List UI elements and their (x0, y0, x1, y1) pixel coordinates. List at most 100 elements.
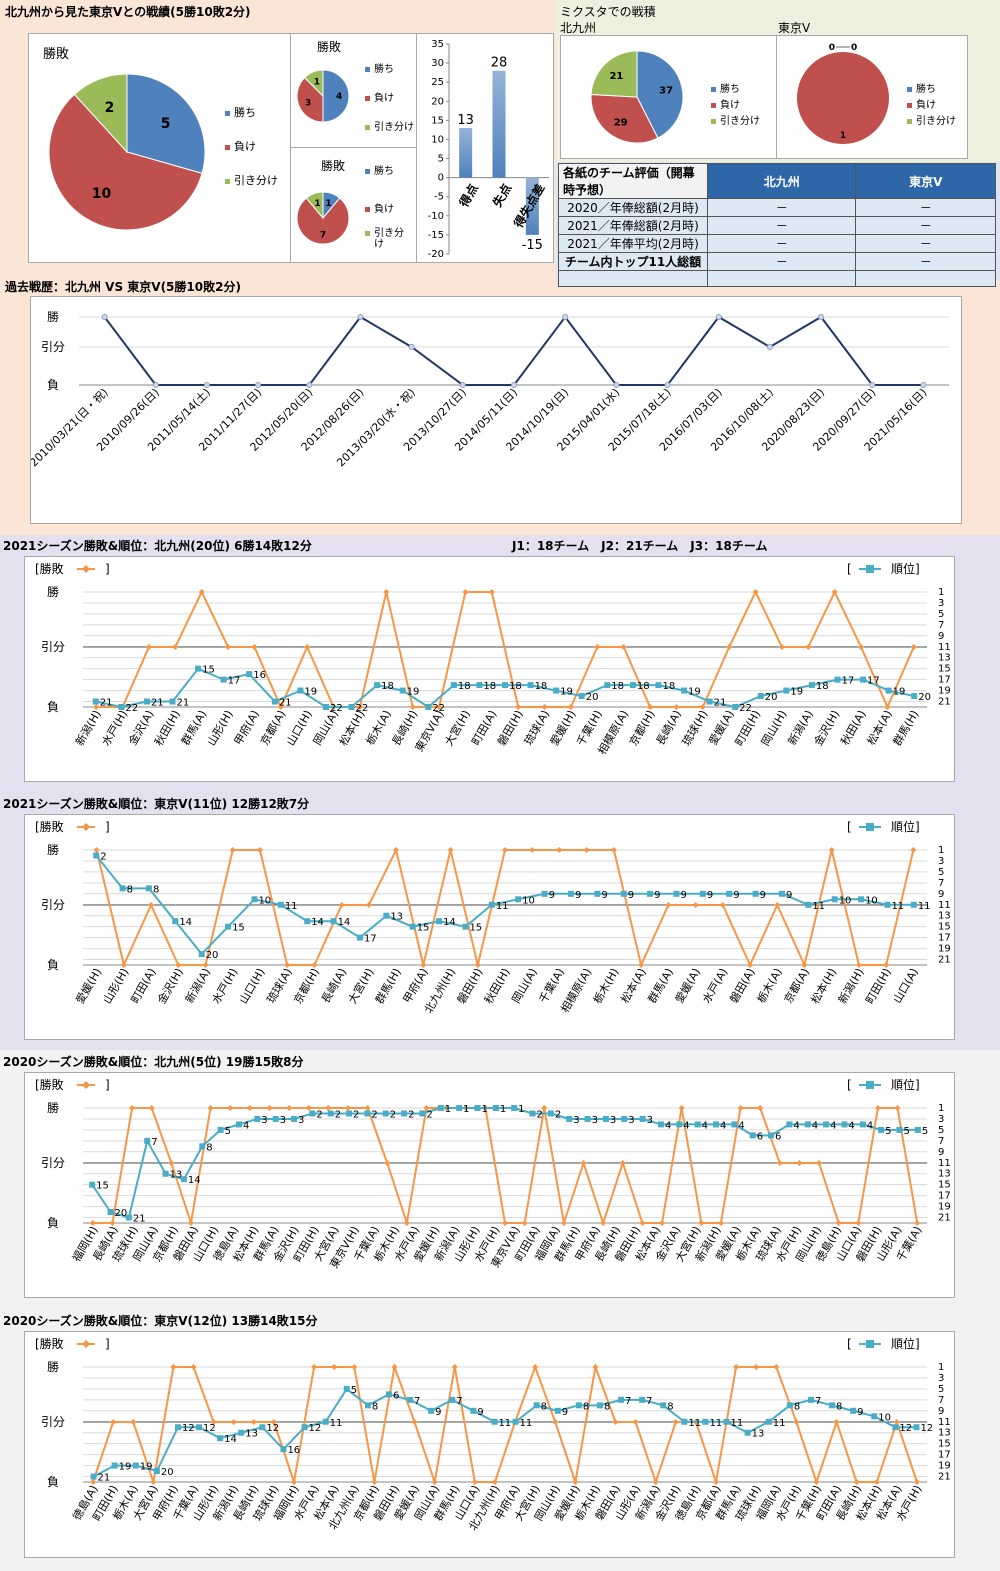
mix1-legend-loss: 負け (711, 96, 740, 111)
legend-result-marker (82, 565, 90, 573)
rank-value-label: 10 (522, 895, 535, 906)
rank-tick-label: 3 (938, 1114, 944, 1125)
rank-point (515, 896, 522, 903)
bar (459, 128, 473, 178)
season-panel-2: 勝引分負 1 3 5 7 9 11 13 15 17 19 21 [勝敗][順位] 愛媛(H) 山形(H) 町… (24, 814, 955, 1040)
rank-point (512, 1418, 519, 1425)
h2h-pie-panel: 勝敗 5 10 2 勝ち 負け 引き分け (28, 33, 292, 263)
eval-row-empty (558, 270, 708, 287)
rank-value-label: 3 (610, 1115, 616, 1126)
pie-value-label: 21 (609, 71, 623, 82)
result-point (403, 1220, 410, 1226)
season-chart-4: 勝引分負13579111315171921[勝敗][順位]徳島(A)町田(H)栃… (35, 1336, 951, 1533)
rank-tick-label: 1 (938, 1103, 944, 1114)
history-point (511, 382, 517, 388)
result-point (594, 644, 601, 650)
rank-point (111, 1462, 118, 1469)
rank-tick-label: 11 (938, 642, 951, 653)
rank-point (910, 901, 917, 908)
history-title: 過去戦歴：北九州 VS 東京V(5勝10敗2分) (5, 280, 241, 294)
rank-value-label: 13 (245, 1429, 258, 1440)
rank-value-label: 11 (731, 1418, 744, 1429)
rank-value-label: 4 (793, 1120, 799, 1131)
rank-value-label: 20 (115, 1208, 128, 1219)
rank-point (470, 1407, 477, 1414)
result-point (175, 962, 182, 968)
rank-value-label: 17 (364, 934, 377, 945)
rank-value-label: 7 (625, 1396, 631, 1407)
result-point (172, 644, 179, 650)
pie-slice (126, 73, 206, 174)
eval-cell: － (855, 234, 996, 253)
result-point (198, 589, 205, 595)
result-point (311, 1364, 318, 1370)
rank-value-label: 15 (469, 923, 482, 934)
rank-point (172, 918, 179, 925)
result-point (776, 1160, 783, 1166)
rank-value-label: 1 (445, 1104, 451, 1115)
rank-value-label: 17 (841, 676, 854, 687)
rank-point (343, 1385, 350, 1392)
season-title-2: 2021シーズン勝敗&順位：東京V(11位) 12勝12敗7分 (3, 797, 310, 811)
rank-point (757, 693, 764, 700)
rank-value-label: 4 (830, 1120, 836, 1131)
pie-slice (590, 93, 659, 144)
y-label-draw: 引分 (41, 898, 65, 912)
result-point (894, 1105, 901, 1111)
rank-point (913, 1424, 920, 1431)
rank-value-label: 7 (456, 1396, 462, 1407)
result-point (552, 1419, 559, 1425)
rank-value-label: 6 (757, 1131, 763, 1142)
result-point (187, 1220, 194, 1226)
result-point (556, 847, 563, 853)
pie-value-label: 1 (840, 131, 846, 141)
legend-result-marker (82, 1081, 90, 1089)
history-point (255, 382, 262, 388)
legend-home-loss: 負け (365, 89, 394, 104)
result-point (145, 644, 152, 650)
rank-point (425, 704, 432, 710)
result-point (753, 1364, 760, 1370)
result-point (110, 1419, 117, 1425)
rank-point (604, 682, 611, 689)
rank-point (618, 1396, 625, 1403)
rank-point (238, 1429, 245, 1436)
legend-rank-bracket: [ (847, 820, 852, 834)
mixtasta-panel-1: 37 29 21 勝ち 負け 引き分け (560, 35, 777, 159)
rank-point (92, 698, 99, 705)
x-tick-label: 新潟(A) (182, 966, 213, 1006)
season-chart-1: 勝引分負13579111315171921[勝敗][順位]新潟(H)水戸(H)金… (35, 561, 951, 757)
y-label-loss: 負 (47, 958, 59, 972)
rank-tick-label: 21 (938, 697, 951, 708)
rank-point (657, 1121, 664, 1128)
h2h-pie-home: 4 3 1 (296, 69, 350, 123)
result-point (717, 1220, 724, 1226)
y-label-draw: 引分 (41, 640, 65, 654)
rank-value-label: 1 (481, 1104, 487, 1115)
mixtasta-team1: 北九州 (560, 21, 597, 35)
rank-point (322, 704, 329, 710)
pie-slice (305, 191, 324, 220)
season-panel-3: 勝引分負 1 3 5 7 9 11 13 15 17 19 21 [勝敗][順位] 福岡(H) 長崎(A) 琉… (24, 1072, 955, 1298)
bar (492, 70, 506, 178)
result-point (719, 902, 726, 908)
result-point (474, 962, 481, 968)
rank-point (850, 1407, 857, 1414)
rank-point (198, 951, 205, 958)
bar-value-label: 28 (491, 56, 508, 71)
rank-value-label: 9 (857, 1407, 863, 1418)
rank-value-label: 8 (836, 1401, 842, 1412)
rank-point (174, 1424, 181, 1431)
rank-value-label: 2 (316, 1109, 322, 1120)
result-point (356, 704, 363, 710)
legend-result-bracket: ] (105, 1078, 110, 1092)
rank-point (348, 704, 355, 710)
result-point (90, 1479, 97, 1485)
h2h-pie-away: 1 7 1 (296, 191, 350, 245)
rank-point (143, 698, 150, 705)
rank-point (694, 1121, 701, 1128)
history-point (766, 344, 773, 350)
rank-value-label: 19 (304, 687, 317, 698)
rank-tick-label: 9 (938, 1406, 944, 1417)
rank-point (436, 918, 443, 925)
